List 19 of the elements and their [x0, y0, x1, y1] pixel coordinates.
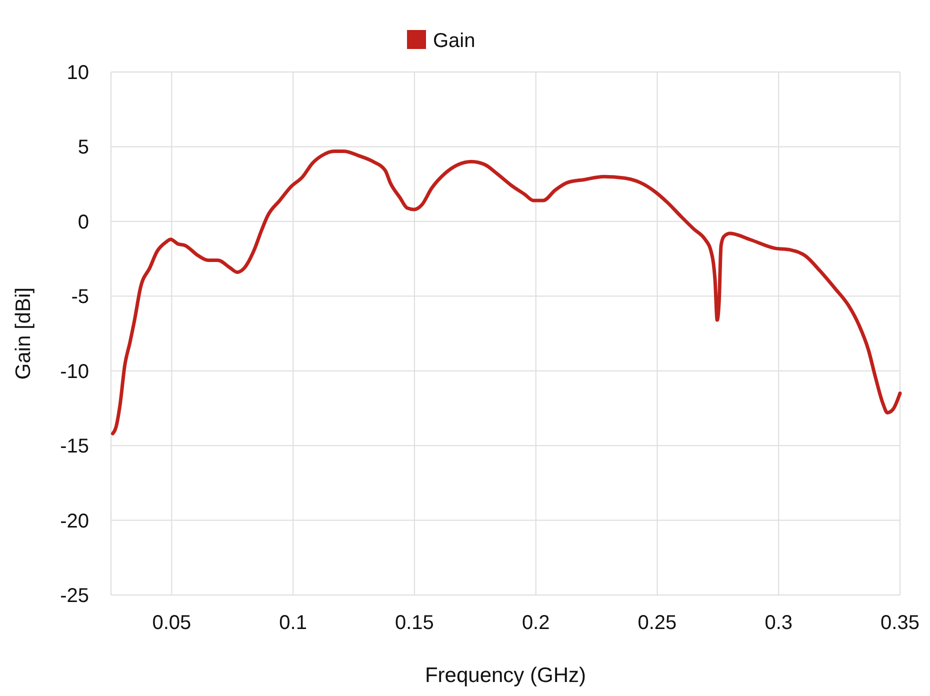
- y-tick-label: 10: [66, 62, 89, 84]
- line-series: [110, 149, 902, 436]
- x-axis-title: Frequency (GHz): [424, 664, 586, 687]
- y-tick-label: -25: [60, 585, 89, 607]
- x-tick-label: 0.3: [764, 612, 793, 634]
- x-tick-label: 0.35: [880, 612, 920, 634]
- y-tick-label: -20: [60, 510, 89, 532]
- y-tick-label: 5: [78, 136, 89, 159]
- y-tick-label: -5: [71, 286, 89, 308]
- y-axis-title: Gain [dBi]: [12, 287, 35, 380]
- legend-label: Gain: [433, 30, 476, 52]
- x-tick-label: 0.25: [638, 612, 677, 634]
- y-tick-label: -15: [60, 436, 89, 458]
- x-tick-label: 0.15: [394, 612, 434, 634]
- x-tick-label: 0.1: [279, 612, 307, 634]
- y-tick-label: 0: [78, 211, 89, 234]
- x-tick-label: 0.05: [152, 612, 192, 634]
- y-tick-label: -10: [60, 360, 89, 383]
- x-tick-label: 0.2: [522, 612, 550, 634]
